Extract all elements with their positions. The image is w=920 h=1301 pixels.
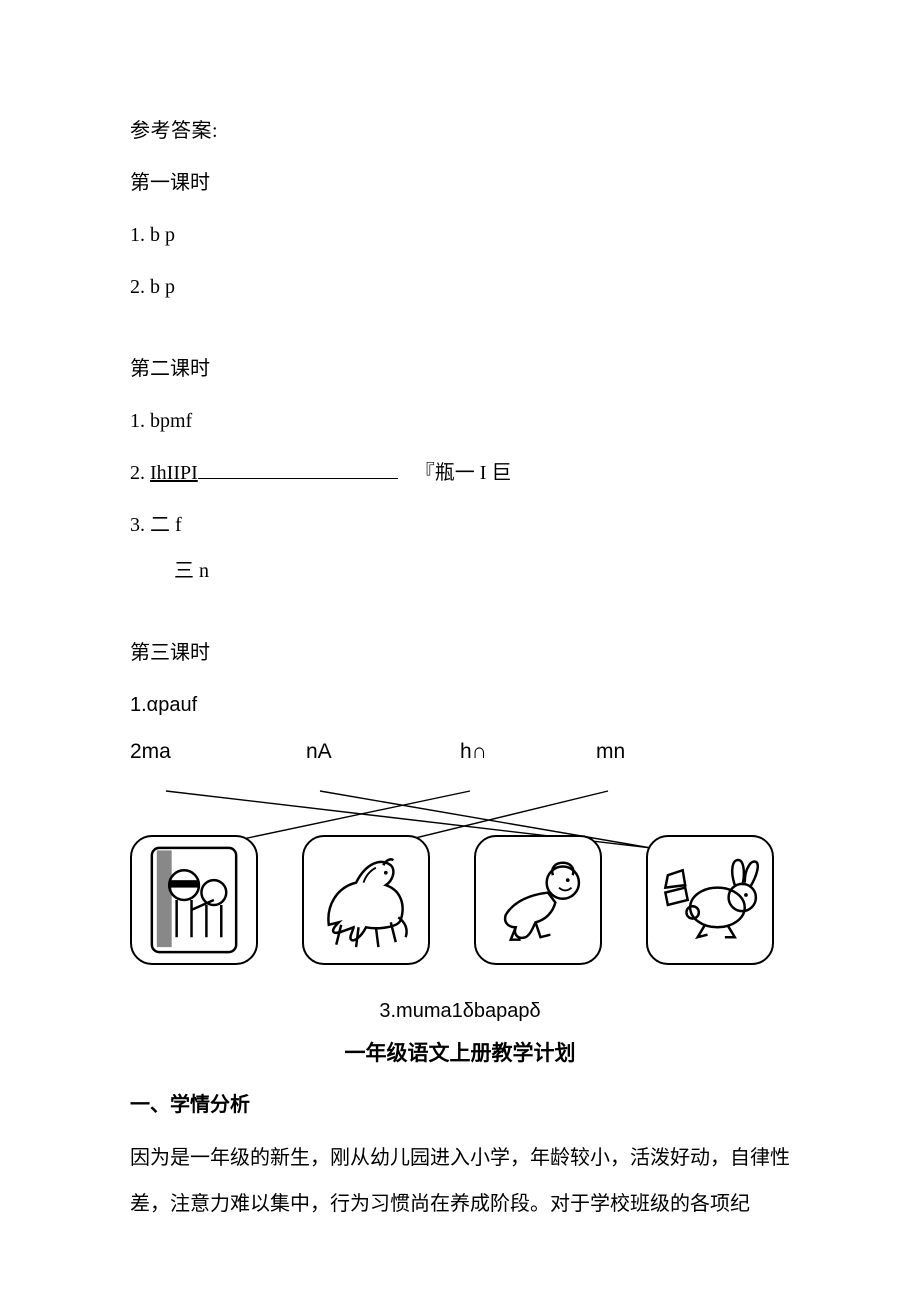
row2-label-3: h∩ bbox=[460, 735, 487, 769]
lesson3-title: 第三课时 bbox=[130, 637, 790, 669]
lesson3-row2: 2ma nA h∩ mn bbox=[130, 735, 790, 775]
lesson1-q1: 1. b p bbox=[130, 219, 790, 251]
lesson2-q1: 1. bpmf bbox=[130, 405, 790, 437]
lesson2-title: 第二课时 bbox=[130, 353, 790, 385]
lesson2-q2-underline: IhIIPI bbox=[150, 462, 198, 484]
spacer bbox=[130, 323, 790, 353]
lesson2-q2-mid: 『瓶一 I 巨 bbox=[415, 462, 512, 484]
match-card-baby bbox=[474, 835, 602, 965]
matching-diagram bbox=[130, 779, 820, 989]
plan-section1-body: 因为是一年级的新生，刚从幼儿园进入小学，年龄较小，活泼好动，自律性差，注意力难以… bbox=[130, 1135, 790, 1227]
spacer bbox=[130, 607, 790, 637]
rabbit-icon bbox=[648, 837, 772, 963]
lesson3-q3: 3.muma1δbapapδ bbox=[130, 995, 790, 1027]
blindfold-icon bbox=[132, 837, 256, 963]
answers-header: 参考答案: bbox=[130, 115, 790, 147]
lesson3-q1: 1.αpauf bbox=[130, 689, 790, 721]
row2-label-2: nA bbox=[306, 735, 332, 769]
lesson2-q3a: 3. 二 f bbox=[130, 509, 790, 541]
lesson2-q2-blankline bbox=[198, 478, 398, 479]
match-card-blindfold bbox=[130, 835, 258, 965]
plan-title: 一年级语文上册教学计划 bbox=[130, 1037, 790, 1071]
document-page: 参考答案: 第一课时 1. b p 2. b p 第二课时 1. bpmf 2.… bbox=[0, 0, 920, 1287]
lesson1-title: 第一课时 bbox=[130, 167, 790, 199]
row2-label-1: 2ma bbox=[130, 735, 171, 769]
lesson2-q3b: 三 n bbox=[130, 555, 790, 587]
horse-icon bbox=[304, 837, 428, 963]
lesson1-q2: 2. b p bbox=[130, 271, 790, 303]
lesson2-q2: 2. IhIIPI 『瓶一 I 巨 bbox=[130, 457, 790, 489]
baby-crawl-icon bbox=[476, 837, 600, 963]
match-card-rabbit bbox=[646, 835, 774, 965]
lesson2-q2-prefix: 2. bbox=[130, 462, 150, 484]
row2-label-4: mn bbox=[596, 735, 625, 769]
match-card-horse bbox=[302, 835, 430, 965]
plan-section1-head: 一、学情分析 bbox=[130, 1089, 790, 1121]
